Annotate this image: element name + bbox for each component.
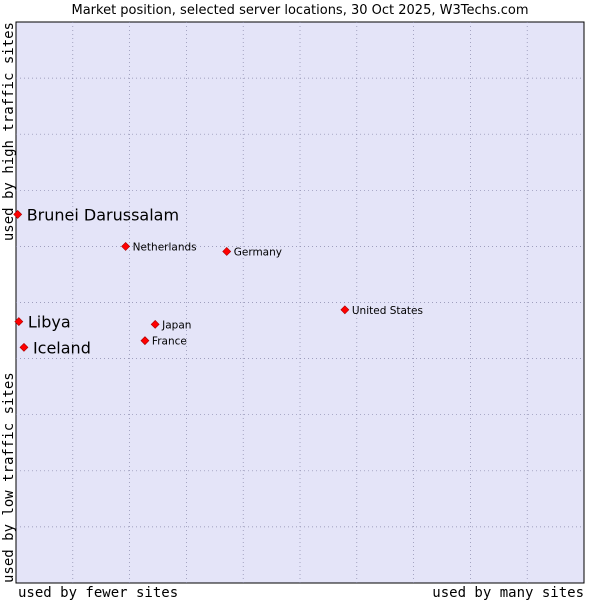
- point-marker-netherlands: [121, 241, 131, 251]
- chart-title: Market position, selected server locatio…: [71, 3, 528, 18]
- point-label-japan: Japan: [161, 319, 191, 331]
- point-japan: Japan: [150, 319, 191, 331]
- point-germany: Germany: [222, 246, 282, 258]
- point-label-iceland: Iceland: [33, 338, 91, 357]
- point-netherlands: Netherlands: [121, 241, 197, 253]
- grid-lines: [16, 22, 584, 583]
- point-iceland: Iceland: [19, 338, 91, 357]
- point-marker-united-states: [340, 305, 350, 315]
- point-label-united-states: United States: [352, 305, 423, 317]
- point-label-libya: Libya: [28, 313, 71, 332]
- point-france: France: [140, 336, 187, 348]
- point-marker-iceland: [19, 342, 29, 352]
- point-marker-france: [140, 336, 150, 346]
- y-axis-label-bottom: used by low traffic sites: [1, 372, 17, 583]
- point-marker-brunei-darussalam: [13, 209, 23, 219]
- point-label-netherlands: Netherlands: [133, 241, 197, 253]
- data-points: Brunei Darussalam Netherlands Germany Unite…: [13, 205, 423, 357]
- point-united-states: United States: [340, 305, 423, 317]
- point-label-germany: Germany: [234, 246, 282, 258]
- point-libya: Libya: [14, 313, 71, 332]
- point-label-france: France: [152, 336, 187, 348]
- x-axis-label-left: used by fewer sites: [18, 585, 178, 600]
- point-label-brunei-darussalam: Brunei Darussalam: [27, 205, 179, 224]
- point-marker-japan: [150, 319, 160, 329]
- point-marker-libya: [14, 317, 24, 326]
- x-axis-label-right: used by many sites: [432, 585, 584, 600]
- point-brunei-darussalam: Brunei Darussalam: [13, 205, 179, 224]
- point-marker-germany: [222, 247, 232, 256]
- y-axis-label-top: used by high traffic sites: [1, 22, 17, 241]
